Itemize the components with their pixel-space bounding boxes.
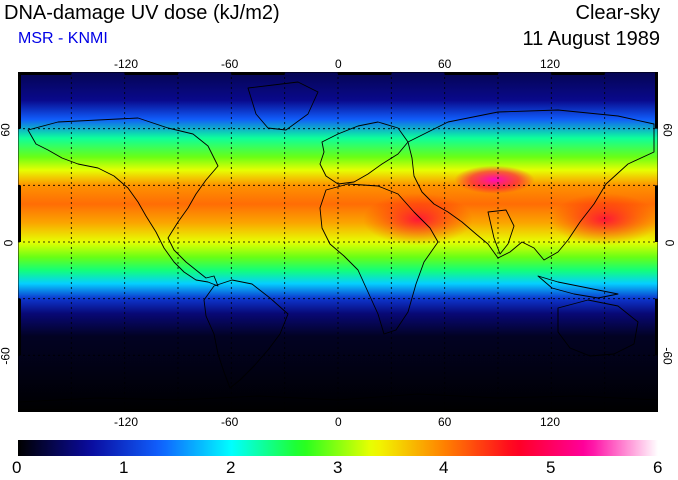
lat-tick-left: 0	[1, 239, 16, 247]
lon-tick-top: 120	[540, 57, 561, 71]
lon-tick-bottom: 120	[540, 415, 561, 429]
colorbar-label: 4	[439, 458, 449, 477]
colorbar-label: 6	[653, 458, 663, 477]
lon-tick-top: 60	[438, 57, 452, 71]
coastline-europe	[319, 121, 409, 185]
colorbar-label: 1	[119, 458, 129, 477]
uv-hotspot	[549, 193, 658, 246]
lat-tick-right: -60	[660, 347, 675, 365]
uv-hotspots	[363, 165, 658, 246]
lon-tick-bottom: 0	[335, 415, 342, 429]
coastline-africa	[319, 183, 439, 335]
lat-tick-left: 60	[0, 123, 13, 137]
lon-tick-bottom: -60	[221, 415, 239, 429]
map-date: 11 August 1989	[522, 28, 660, 50]
colorbar-label: 5	[546, 458, 556, 477]
uv-dose-world-map	[18, 72, 658, 412]
lon-tick-top: -60	[221, 57, 239, 71]
map-title: DNA-damage UV dose (kJ/m2)	[4, 2, 280, 24]
colorbar-label: 2	[226, 458, 236, 477]
sky-condition: Clear-sky	[575, 2, 660, 24]
lon-tick-top: -120	[114, 57, 139, 71]
coastline-india	[487, 209, 515, 255]
coastline-north-america	[27, 117, 219, 287]
lat-tick-right: 0	[662, 239, 677, 247]
coastline-south-america	[203, 279, 289, 389]
map-frame	[18, 72, 658, 412]
colorbar-label: 0	[12, 458, 22, 477]
uv-hotspot	[454, 165, 535, 194]
lat-tick-left: -60	[0, 347, 13, 365]
colorbar	[18, 440, 658, 456]
lon-tick-top: 0	[335, 57, 342, 71]
coastline-greenland	[247, 81, 319, 131]
colorbar-label: 3	[333, 458, 343, 477]
coastline-australia	[557, 299, 639, 357]
map-source: MSR - KNMI	[18, 30, 108, 47]
coastline-indonesia	[537, 275, 619, 299]
coastlines	[18, 81, 658, 403]
graticule	[18, 72, 658, 412]
colorbar-gradient	[18, 440, 658, 456]
lon-tick-bottom: -120	[114, 415, 139, 429]
lon-tick-bottom: 60	[438, 415, 452, 429]
lat-tick-right: 60	[660, 123, 675, 137]
coastline-asia	[407, 109, 655, 261]
uv-hotspot	[363, 193, 473, 246]
